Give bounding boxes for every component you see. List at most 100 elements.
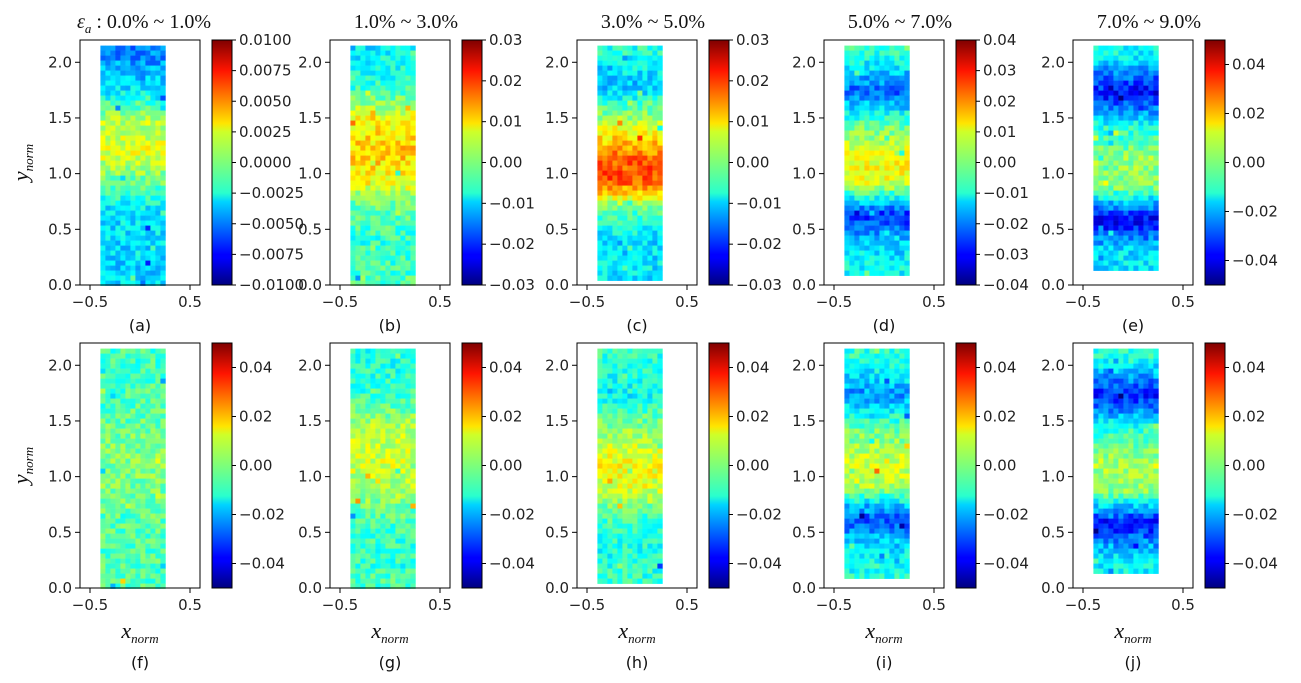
strain-cell <box>612 353 618 359</box>
strain-cell <box>390 85 396 91</box>
strain-cell <box>602 508 608 514</box>
strain-cell <box>365 363 371 369</box>
strain-cell <box>1143 170 1149 176</box>
strain-cell <box>120 100 126 106</box>
colorbar <box>461 39 483 286</box>
strain-cell <box>1128 160 1134 166</box>
strain-cell <box>360 568 366 574</box>
strain-cell <box>105 488 111 494</box>
strain-cell <box>1103 45 1109 51</box>
strain-cell <box>155 568 161 574</box>
strain-cell <box>652 503 658 509</box>
strain-cell <box>597 175 603 181</box>
strain-cell <box>365 578 371 584</box>
strain-cell <box>894 175 900 181</box>
strain-cell <box>110 463 116 469</box>
strain-cell <box>844 180 850 186</box>
strain-cell <box>145 388 151 394</box>
strain-cell <box>849 270 855 276</box>
strain-cell <box>1108 185 1114 191</box>
strain-cell <box>355 533 361 539</box>
strain-cell <box>1128 70 1134 76</box>
strain-cell <box>657 458 663 464</box>
strain-cell <box>637 473 643 479</box>
strain-cell <box>864 195 870 201</box>
strain-cell <box>115 518 121 524</box>
strain-cell <box>1143 50 1149 56</box>
strain-cell <box>405 105 411 111</box>
strain-cell <box>607 185 613 191</box>
strain-cell <box>627 90 633 96</box>
colorbar <box>461 342 483 589</box>
strain-cell <box>1123 140 1129 146</box>
strain-cell <box>390 403 396 409</box>
strain-cell <box>350 353 356 359</box>
strain-cell <box>627 115 633 121</box>
strain-cell <box>1128 205 1134 211</box>
strain-cell <box>355 473 361 479</box>
strain-cell <box>355 358 361 364</box>
strain-cell <box>642 488 648 494</box>
strain-cell <box>110 493 116 499</box>
strain-cell <box>145 453 151 459</box>
strain-cell <box>1153 165 1159 171</box>
strain-cell <box>115 235 121 241</box>
strain-cell <box>150 583 156 589</box>
strain-cell <box>632 498 638 504</box>
strain-cell <box>405 190 411 196</box>
strain-cell <box>849 55 855 61</box>
strain-cell <box>622 95 628 101</box>
strain-cell <box>135 200 141 206</box>
strain-cell <box>155 65 161 71</box>
strain-cell <box>1098 175 1104 181</box>
strain-cell <box>869 215 875 221</box>
strain-cell <box>150 533 156 539</box>
strain-cell <box>1133 65 1139 71</box>
strain-cell <box>155 175 161 181</box>
strain-cell <box>1123 225 1129 231</box>
strain-cell <box>395 225 401 231</box>
strain-cell <box>854 210 860 216</box>
strain-cell <box>100 170 106 176</box>
strain-cell <box>145 170 151 176</box>
strain-cell <box>1133 260 1139 266</box>
strain-cell <box>617 358 623 364</box>
strain-cell <box>637 190 643 196</box>
strain-cell <box>385 543 391 549</box>
strain-cell <box>115 428 121 434</box>
strain-cell <box>390 155 396 161</box>
strain-cell <box>360 260 366 266</box>
strain-cell <box>105 115 111 121</box>
strain-cell <box>130 145 136 151</box>
strain-cell <box>652 265 658 271</box>
strain-cell <box>380 543 386 549</box>
strain-cell <box>1103 85 1109 91</box>
strain-cell <box>602 165 608 171</box>
strain-cell <box>350 120 356 126</box>
strain-cell <box>155 240 161 246</box>
strain-cell <box>652 373 658 379</box>
strain-cell <box>105 548 111 554</box>
strain-cell <box>115 105 121 111</box>
strain-cell <box>360 508 366 514</box>
strain-cell <box>100 583 106 589</box>
strain-cell <box>130 205 136 211</box>
strain-cell <box>405 265 411 271</box>
strain-cell <box>395 170 401 176</box>
strain-cell <box>375 428 381 434</box>
strain-cell <box>869 200 875 206</box>
strain-cell <box>385 413 391 419</box>
strain-cell <box>375 205 381 211</box>
strain-cell <box>869 125 875 131</box>
strain-cell <box>135 388 141 394</box>
strain-cell <box>160 200 166 206</box>
strain-cell <box>385 493 391 499</box>
strain-cell <box>355 70 361 76</box>
strain-cell <box>130 558 136 564</box>
strain-cell <box>632 230 638 236</box>
strain-cell <box>1143 155 1149 161</box>
strain-cell <box>602 65 608 71</box>
strain-cell <box>105 60 111 66</box>
strain-cell <box>647 488 653 494</box>
strain-cell <box>1098 245 1104 251</box>
